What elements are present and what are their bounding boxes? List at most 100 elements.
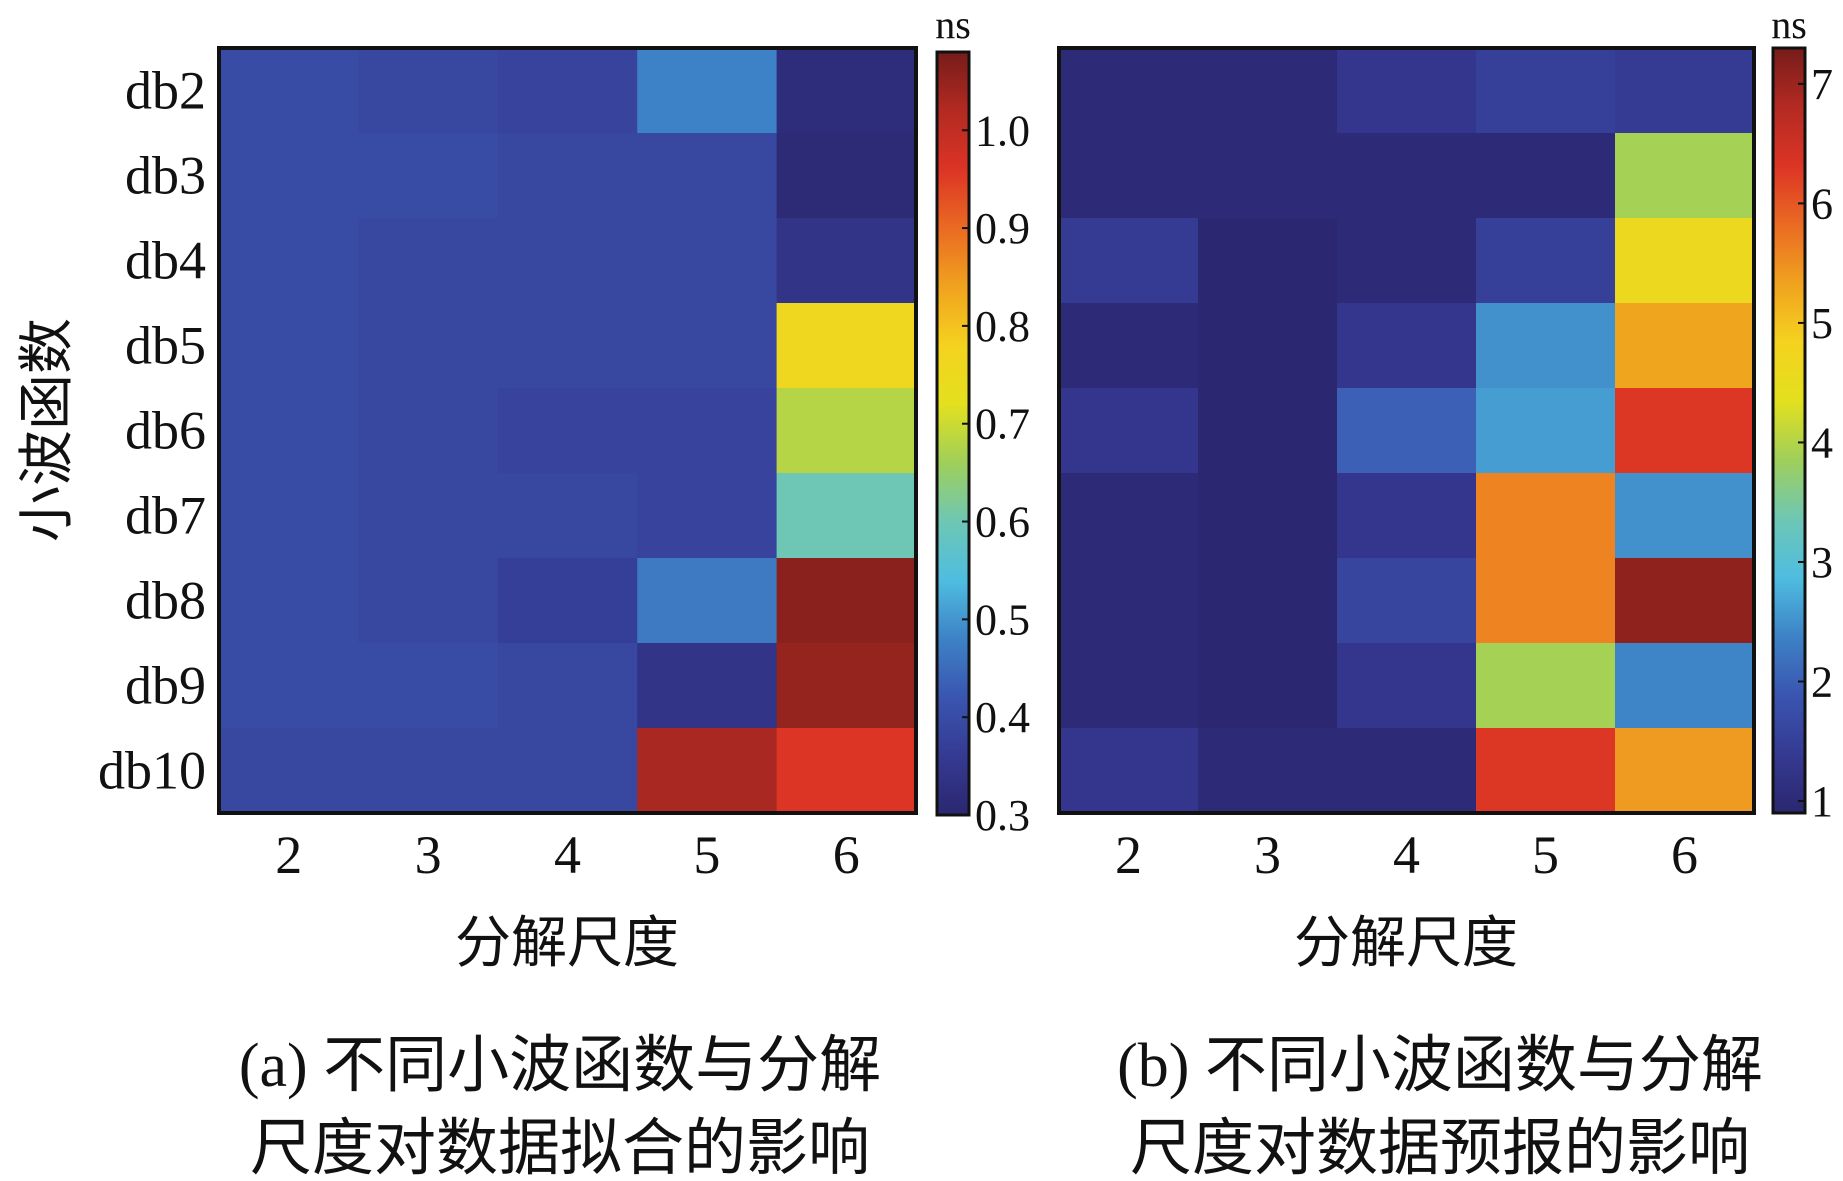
x-tick-label: 5 — [1532, 825, 1559, 885]
heatmap-cell — [1337, 388, 1477, 474]
heatmap-cell — [219, 218, 359, 304]
y-tick-label: db6 — [125, 401, 206, 461]
heatmap-cell — [497, 218, 638, 304]
heatmap-cell — [1476, 218, 1616, 304]
heatmap-cell — [637, 558, 778, 644]
heatmap-cell — [776, 133, 917, 219]
heatmap-cell — [637, 48, 778, 134]
heatmap-cell — [637, 133, 778, 219]
heatmap-cell — [1198, 643, 1338, 729]
x-tick-label: 2 — [275, 825, 302, 885]
heatmap-cell — [1615, 728, 1755, 814]
heatmap-a-y-axis-label: 小波函数 — [17, 318, 79, 542]
heatmap-cell — [1615, 303, 1755, 389]
heatmap-cell — [219, 48, 359, 134]
heatmap-cell — [637, 218, 778, 304]
colorbar-tick-label: 7 — [1811, 60, 1833, 109]
heatmap-cell — [1337, 133, 1477, 219]
heatmap-cell — [219, 728, 359, 814]
heatmap-cell — [776, 643, 917, 729]
heatmap-cell — [1198, 388, 1338, 474]
colorbar-tick-label: 0.8 — [975, 302, 1030, 351]
y-tick-label: db10 — [98, 741, 206, 801]
heatmap-a-cells — [219, 48, 917, 814]
colorbar-tick-label: 0.5 — [975, 595, 1030, 644]
heatmap-cell — [1059, 643, 1199, 729]
caption-b-line1: (b) 不同小波函数与分解 — [1117, 1032, 1763, 1100]
heatmap-cell — [219, 558, 359, 644]
heatmap-a-frame — [217, 46, 918, 815]
heatmap-cell — [1615, 473, 1755, 559]
colorbar-tick-label: 3 — [1811, 538, 1833, 587]
panel-b: 2 3 4 5 6 分解尺度 ns 1 2 3 4 5 6 7 (b) 不同小波函数与分解 尺度对数… — [1057, 2, 1833, 1181]
heatmap-cell — [358, 388, 499, 474]
heatmap-cell — [497, 48, 638, 134]
colorbar-b — [1771, 46, 1807, 815]
colorbar-b-unit: ns — [1771, 2, 1807, 47]
heatmap-cell — [1337, 473, 1477, 559]
x-tick-label: 2 — [1115, 825, 1142, 885]
caption-a-line1: (a) 不同小波函数与分解 — [239, 1032, 881, 1100]
heatmap-cell — [1059, 558, 1199, 644]
heatmap-cell — [1337, 558, 1477, 644]
heatmap-cell — [1476, 473, 1616, 559]
colorbar-tick-label: 0.7 — [975, 400, 1030, 449]
heatmap-cell — [1337, 303, 1477, 389]
heatmap-cell — [497, 728, 638, 814]
colorbar-a-ticks: 0.3 0.4 0.5 0.6 0.7 0.8 0.9 1.0 — [962, 106, 1030, 840]
heatmap-b-frame — [1057, 46, 1756, 815]
heatmap-cell — [219, 473, 359, 559]
heatmap-cell — [776, 473, 917, 559]
heatmap-cell — [1476, 133, 1616, 219]
heatmap-cell — [219, 388, 359, 474]
y-tick-label: db7 — [125, 486, 206, 546]
heatmap-cell — [1059, 728, 1199, 814]
heatmap-cell — [776, 303, 917, 389]
heatmap-cell — [776, 218, 917, 304]
colorbar-tick-label: 1.0 — [975, 106, 1030, 155]
heatmap-cell — [497, 558, 638, 644]
heatmap-cell — [497, 643, 638, 729]
colorbar-tick-label: 0.6 — [975, 498, 1030, 547]
y-tick-label: db4 — [125, 231, 206, 291]
heatmap-cell — [1059, 48, 1199, 134]
colorbar-tick-label: 4 — [1811, 418, 1833, 467]
colorbar-a — [935, 50, 971, 817]
heatmap-cell — [776, 48, 917, 134]
heatmap-cell — [1615, 643, 1755, 729]
heatmap-cell — [1337, 218, 1477, 304]
colorbar-b-ticks: 1 2 3 4 5 6 7 — [1798, 60, 1833, 826]
heatmap-cell — [219, 643, 359, 729]
heatmap-b-cells — [1059, 48, 1755, 814]
x-tick-label: 4 — [1393, 825, 1420, 885]
colorbar-tick-label: 6 — [1811, 179, 1833, 228]
heatmap-cell — [1198, 218, 1338, 304]
heatmap-cell — [637, 643, 778, 729]
heatmap-cell — [1059, 133, 1199, 219]
heatmap-cell — [358, 728, 499, 814]
colorbar-tick-label: 0.3 — [975, 791, 1030, 840]
heatmap-cell — [1615, 218, 1755, 304]
heatmap-cell — [1059, 473, 1199, 559]
heatmap-cell — [1337, 643, 1477, 729]
heatmap-cell — [358, 558, 499, 644]
heatmap-cell — [1615, 388, 1755, 474]
x-tick-label: 5 — [693, 825, 720, 885]
colorbar-tick-label: 1 — [1811, 777, 1833, 826]
heatmap-cell — [1615, 558, 1755, 644]
x-tick-label: 3 — [1254, 825, 1281, 885]
colorbar-tick-label: 0.9 — [975, 204, 1030, 253]
heatmap-cell — [1615, 48, 1755, 134]
heatmap-cell — [1476, 558, 1616, 644]
heatmap-cell — [1198, 728, 1338, 814]
heatmap-cell — [1476, 388, 1616, 474]
y-tick-label: db2 — [125, 61, 206, 121]
heatmap-a-y-tick-labels: db2 db3 db4 db5 db6 db7 db8 db9 db10 — [98, 61, 206, 801]
y-tick-label: db3 — [125, 146, 206, 206]
heatmap-cell — [1476, 728, 1616, 814]
heatmap-cell — [497, 473, 638, 559]
heatmap-cell — [1198, 473, 1338, 559]
heatmap-cell — [1198, 48, 1338, 134]
colorbar-tick-label: 5 — [1811, 299, 1833, 348]
